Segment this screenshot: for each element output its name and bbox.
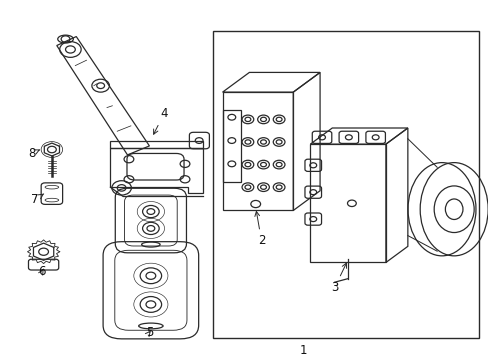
- Bar: [110, 141, 203, 148]
- Text: 2: 2: [254, 211, 265, 247]
- Text: 4: 4: [153, 107, 167, 134]
- Bar: [212, 31, 478, 338]
- Bar: [222, 92, 293, 211]
- Text: 8: 8: [29, 147, 39, 159]
- Text: 5: 5: [145, 326, 153, 339]
- Text: 6: 6: [39, 265, 46, 278]
- Bar: [222, 110, 241, 182]
- Text: 7: 7: [31, 193, 43, 206]
- Text: 1: 1: [299, 344, 306, 357]
- Text: 3: 3: [330, 263, 346, 294]
- Bar: [310, 144, 385, 262]
